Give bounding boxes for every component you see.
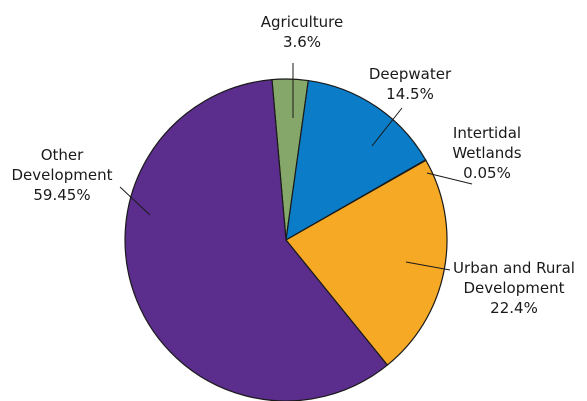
slice-label-other-development: Other Development 59.45% bbox=[12, 146, 113, 204]
pie-slice-other-development bbox=[124, 78, 389, 401]
slice-label-line: Development bbox=[12, 166, 113, 184]
leader-line-intertidal-wetlands bbox=[426, 172, 473, 185]
pie-slice-urban-and-rural-development bbox=[285, 159, 448, 366]
slice-label-line: Agriculture bbox=[261, 13, 344, 31]
slice-label-line: Intertidal bbox=[453, 124, 521, 142]
slice-label-urban-and-rural-development: Urban and Rural Development 22.4% bbox=[453, 259, 575, 317]
slice-label-intertidal-wetlands: Intertidal Wetlands 0.05% bbox=[452, 124, 521, 182]
slice-labels: Agriculture 3.6% Deepwater 14.5% Intertidal W… bbox=[12, 13, 575, 317]
slice-label-line: Wetlands bbox=[452, 144, 521, 162]
pie-slices bbox=[124, 78, 448, 401]
slice-label-line: 3.6% bbox=[283, 33, 321, 51]
slice-label-line: 22.4% bbox=[490, 299, 538, 317]
leader-line-other-development bbox=[119, 186, 151, 216]
slice-label-deepwater: Deepwater 14.5% bbox=[369, 65, 452, 103]
slice-label-line: 14.5% bbox=[386, 85, 434, 103]
slice-label-line: 59.45% bbox=[33, 186, 90, 204]
leader-lines bbox=[119, 63, 473, 271]
slice-label-agriculture: Agriculture 3.6% bbox=[261, 13, 344, 51]
slice-label-line: Deepwater bbox=[369, 65, 452, 83]
leader-line-urban-and-rural-development bbox=[405, 261, 451, 271]
slice-label-line: Urban and Rural bbox=[453, 259, 575, 277]
slice-label-line: 0.05% bbox=[463, 164, 511, 182]
slice-label-line: Development bbox=[464, 279, 565, 297]
slice-label-line: Other bbox=[41, 146, 84, 164]
leader-line-deepwater bbox=[371, 107, 403, 147]
pie-slice-deepwater bbox=[285, 79, 427, 242]
